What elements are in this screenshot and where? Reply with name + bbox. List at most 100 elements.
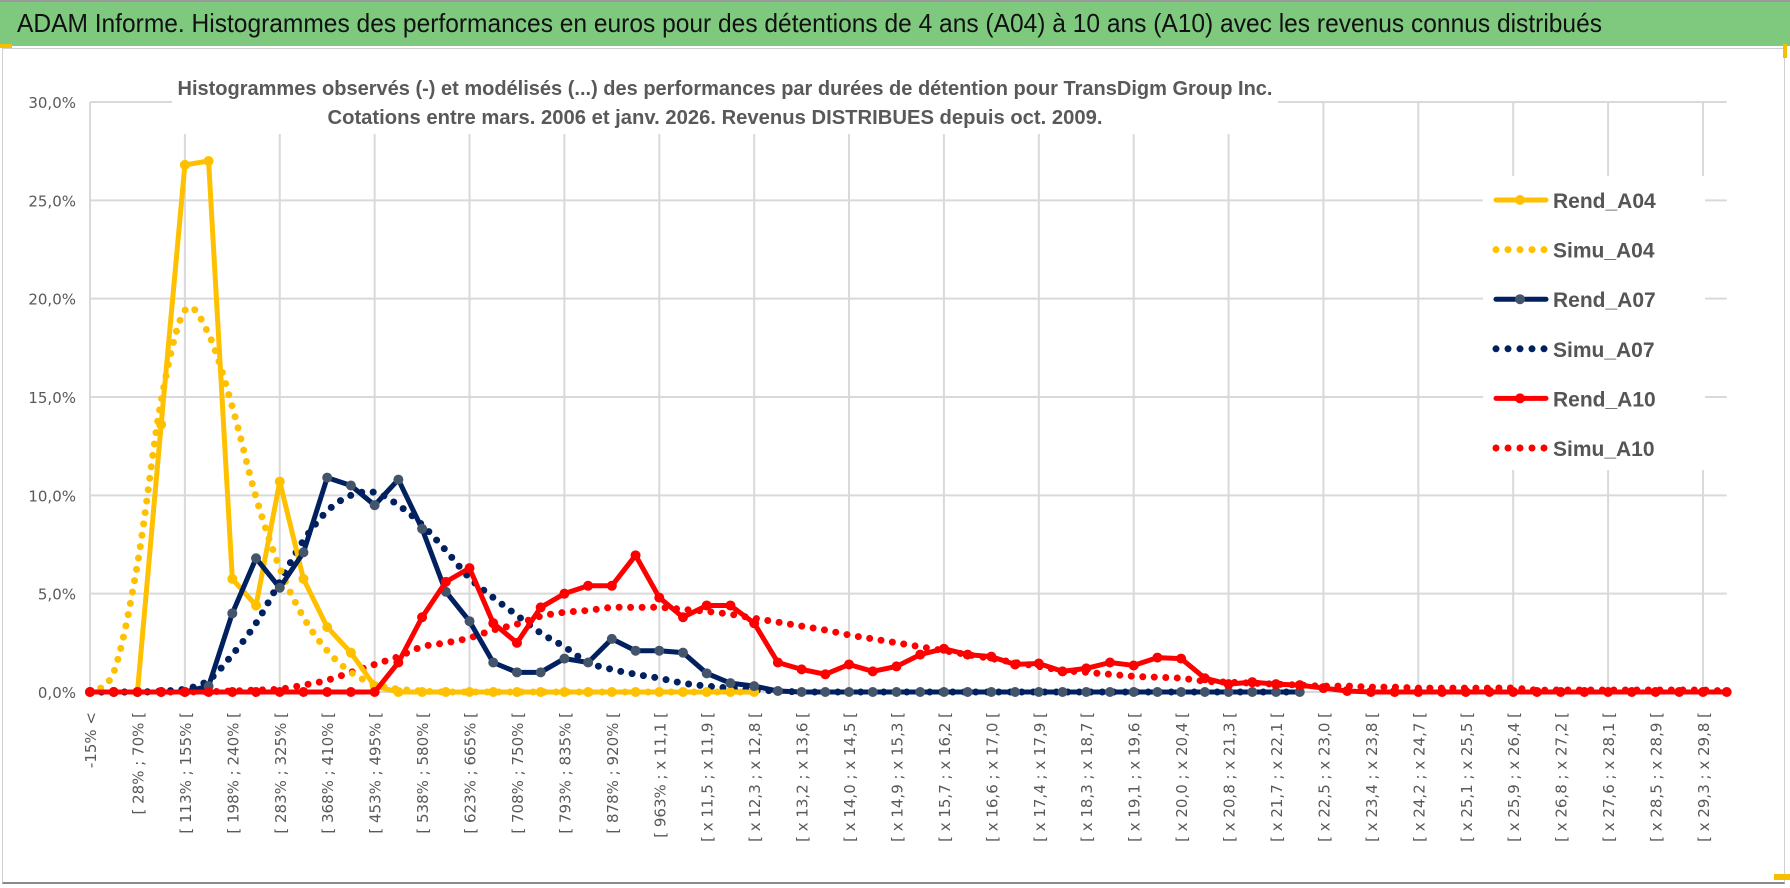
selection-handle[interactable] — [0, 44, 12, 48]
data-point — [417, 612, 428, 623]
data-point — [1413, 687, 1424, 697]
data-point — [891, 687, 902, 697]
x-tick-label: [ x 24,2 ; x 24,7 [ — [1410, 712, 1428, 842]
legend-item[interactable]: Simu_A10 — [1492, 438, 1655, 461]
x-tick-label: [ 963% ; x 11,1 [ — [651, 712, 669, 838]
x-tick-label: [ x 11,5 ; x 11,9 [ — [699, 712, 717, 842]
data-point — [1365, 687, 1376, 697]
data-point — [227, 687, 238, 697]
chart-title-box — [172, 64, 1278, 134]
data-point — [1057, 687, 1068, 697]
x-tick-label: [ x 22,5 ; x 23,0 [ — [1315, 712, 1333, 842]
chart-frame[interactable] — [2, 48, 1785, 884]
data-point — [630, 687, 641, 697]
data-point — [1579, 687, 1590, 697]
data-point — [1721, 687, 1732, 697]
x-tick-label: [ 538% ; 580% [ — [414, 712, 432, 834]
data-point — [274, 582, 285, 593]
legend-label: Simu_A04 — [1553, 240, 1655, 263]
chart-subtitle: Cotations entre mars. 2006 et janv. 2026… — [328, 107, 1103, 129]
data-point — [1697, 687, 1708, 697]
x-axis: -15% < [ 28% ; 70% [[ 113% ; 155% [[ 198%… — [82, 712, 1713, 842]
data-point — [559, 653, 570, 664]
title-bar — [0, 0, 1790, 46]
x-tick-label: [ 878% ; 920% [ — [604, 712, 622, 834]
data-point — [488, 687, 499, 697]
data-point — [203, 687, 214, 697]
data-point — [725, 678, 736, 689]
data-point — [464, 616, 475, 627]
data-point — [108, 687, 119, 697]
x-tick-label: [ 28% ; 70% [ — [129, 712, 147, 815]
data-point — [345, 647, 356, 658]
legend-item[interactable]: Rend_A10 — [1493, 388, 1656, 411]
x-tick-label: [ x 15,7 ; x 16,2 [ — [936, 712, 954, 842]
data-point — [417, 523, 428, 534]
x-tick-label: [ x 25,1 ; x 25,5 [ — [1458, 712, 1476, 842]
data-point — [1484, 687, 1495, 697]
data-point — [1199, 673, 1210, 684]
data-point — [1389, 687, 1400, 697]
data-point — [511, 687, 522, 697]
data-point — [393, 657, 404, 668]
data-point — [298, 687, 309, 697]
x-tick-label: [ x 19,1 ; x 19,6 [ — [1126, 712, 1144, 842]
x-tick-label: [ x 21,7 ; x 22,1 [ — [1268, 712, 1286, 842]
data-point — [844, 659, 855, 670]
legend-marker-icon — [1515, 393, 1525, 404]
data-point — [251, 600, 262, 611]
x-tick-label: [ 453% ; 495% [ — [367, 712, 385, 834]
legend-label: Rend_A04 — [1553, 190, 1656, 213]
x-tick-label: [ 198% ; 240% [ — [224, 712, 242, 834]
data-point — [915, 649, 926, 660]
data-point — [488, 657, 499, 668]
data-point — [1128, 660, 1139, 671]
x-tick-label: [ 708% ; 750% [ — [509, 712, 527, 834]
data-point — [796, 687, 807, 697]
legend-item[interactable]: Rend_A04 — [1493, 190, 1656, 213]
data-point — [251, 553, 262, 564]
series-rend-a07 — [85, 472, 1305, 697]
data-point — [227, 608, 238, 619]
data-point — [606, 687, 617, 697]
data-point — [535, 687, 546, 697]
data-point — [772, 657, 783, 668]
selection-handle[interactable] — [1774, 874, 1790, 880]
data-point — [583, 580, 594, 591]
series-simu-a10 — [86, 603, 1731, 696]
data-point — [701, 687, 712, 697]
data-point — [464, 563, 475, 574]
legend-item[interactable]: Simu_A07 — [1492, 339, 1655, 362]
data-point — [535, 602, 546, 613]
x-tick-label: [ x 13,2 ; x 13,6 [ — [794, 712, 812, 842]
legend-item[interactable]: Rend_A07 — [1493, 289, 1656, 312]
data-point — [749, 681, 760, 692]
data-point — [393, 474, 404, 485]
data-point — [1081, 687, 1092, 697]
data-point — [1318, 683, 1329, 694]
data-point — [417, 687, 428, 697]
data-point — [203, 156, 214, 166]
data-point — [1104, 687, 1115, 697]
legend-item[interactable]: Simu_A04 — [1492, 240, 1655, 263]
data-point — [1033, 687, 1044, 697]
data-point — [1603, 687, 1614, 697]
series-rend-a10 — [85, 550, 1732, 697]
selection-handle[interactable] — [1783, 44, 1787, 58]
series-line — [86, 603, 1731, 696]
data-point — [1294, 687, 1305, 697]
data-point — [583, 657, 594, 668]
data-point — [630, 645, 641, 656]
data-point — [1247, 677, 1258, 688]
data-point — [654, 687, 665, 697]
data-point — [511, 667, 522, 678]
data-point — [274, 476, 285, 487]
x-tick-label: [ x 20,0 ; x 20,4 [ — [1173, 712, 1191, 842]
data-point — [867, 666, 878, 677]
x-tick-label: [ x 20,8 ; x 21,3 [ — [1221, 712, 1239, 842]
data-point — [915, 687, 926, 697]
data-point — [1271, 687, 1281, 697]
data-point — [1057, 666, 1068, 677]
y-tick-label: 25,0% — [28, 192, 76, 210]
data-point — [1010, 687, 1021, 697]
